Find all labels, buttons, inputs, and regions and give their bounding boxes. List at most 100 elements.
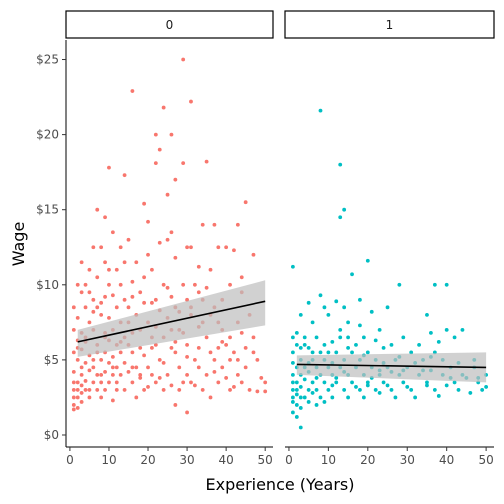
data-point	[314, 376, 319, 380]
x-tick-label: 10	[101, 453, 116, 467]
data-point	[290, 380, 295, 385]
data-point	[169, 345, 174, 350]
data-point	[107, 267, 111, 272]
data-point	[71, 350, 76, 355]
data-point	[122, 388, 127, 392]
data-point	[161, 282, 166, 287]
data-point	[247, 388, 252, 392]
data-point	[409, 350, 414, 355]
data-point	[322, 400, 327, 404]
data-point	[142, 353, 147, 358]
data-point	[103, 388, 107, 392]
data-point	[83, 388, 88, 392]
data-point	[314, 335, 319, 340]
data-point	[432, 388, 437, 392]
data-point	[338, 215, 343, 220]
data-point	[224, 376, 229, 380]
data-point	[326, 350, 331, 355]
data-point	[110, 230, 115, 235]
data-point	[99, 380, 104, 385]
data-point	[173, 339, 178, 344]
data-point	[181, 57, 186, 62]
data-point	[142, 388, 147, 392]
data-point	[456, 388, 461, 392]
data-point	[71, 403, 76, 407]
data-point	[220, 339, 225, 344]
data-point	[239, 275, 244, 280]
data-point	[118, 350, 123, 355]
data-point	[204, 373, 209, 377]
facet-strip-1	[284, 10, 495, 39]
data-point	[91, 365, 96, 370]
data-point	[165, 285, 170, 290]
data-point	[290, 400, 295, 404]
data-point	[157, 147, 162, 152]
data-point	[192, 282, 197, 287]
data-point	[228, 282, 232, 287]
data-point	[165, 237, 170, 242]
data-point	[83, 361, 88, 365]
data-point	[314, 388, 319, 392]
data-point	[173, 177, 178, 182]
data-point	[177, 388, 182, 392]
data-point	[358, 323, 362, 328]
data-point	[224, 342, 229, 347]
data-point	[75, 388, 80, 392]
data-point	[110, 354, 115, 359]
data-point	[290, 373, 295, 377]
data-point	[107, 315, 111, 320]
data-point	[444, 282, 449, 287]
data-point	[71, 370, 76, 374]
facet-panel-0: 0	[65, 10, 274, 448]
x-tick-label: 0	[66, 453, 74, 467]
data-point	[142, 300, 147, 305]
data-point	[334, 376, 339, 380]
data-point	[235, 373, 240, 377]
data-point	[177, 365, 182, 370]
x-tick-label: 50	[478, 453, 493, 467]
data-point	[228, 357, 232, 362]
facet-strip-0	[65, 10, 274, 39]
data-point	[294, 392, 299, 397]
data-point	[302, 342, 307, 347]
data-point	[381, 345, 386, 350]
data-point	[181, 161, 186, 166]
data-point	[342, 207, 347, 212]
data-point	[251, 252, 256, 257]
y-axis-ticks: $0 $5 $10 $15 $20 $25	[36, 53, 66, 442]
data-point	[157, 376, 162, 380]
x-tick-label: 40	[218, 453, 233, 467]
data-point	[189, 99, 193, 104]
data-point	[228, 335, 232, 340]
data-point	[405, 385, 410, 389]
data-point	[130, 89, 135, 93]
data-point	[208, 395, 213, 400]
data-point	[334, 350, 339, 355]
data-point	[153, 380, 158, 385]
data-point	[79, 373, 84, 377]
data-point	[75, 380, 80, 385]
regression-line-0	[77, 300, 266, 343]
data-point	[146, 252, 150, 257]
data-point	[161, 105, 166, 110]
data-point	[95, 275, 100, 280]
data-point	[130, 365, 135, 370]
data-point	[377, 327, 382, 332]
data-point	[87, 388, 92, 392]
data-point	[365, 258, 370, 263]
data-point	[208, 350, 213, 355]
data-point	[306, 345, 311, 350]
data-point	[91, 380, 96, 385]
confidence-band-0	[77, 280, 266, 357]
data-point	[79, 260, 84, 265]
data-point	[365, 380, 370, 385]
data-point	[326, 388, 331, 392]
data-point	[216, 245, 221, 250]
data-point	[401, 335, 406, 340]
data-point	[150, 345, 154, 350]
data-point	[385, 305, 390, 310]
data-point	[409, 388, 414, 392]
data-point	[259, 376, 264, 380]
data-point	[107, 361, 111, 365]
data-point	[99, 312, 104, 317]
